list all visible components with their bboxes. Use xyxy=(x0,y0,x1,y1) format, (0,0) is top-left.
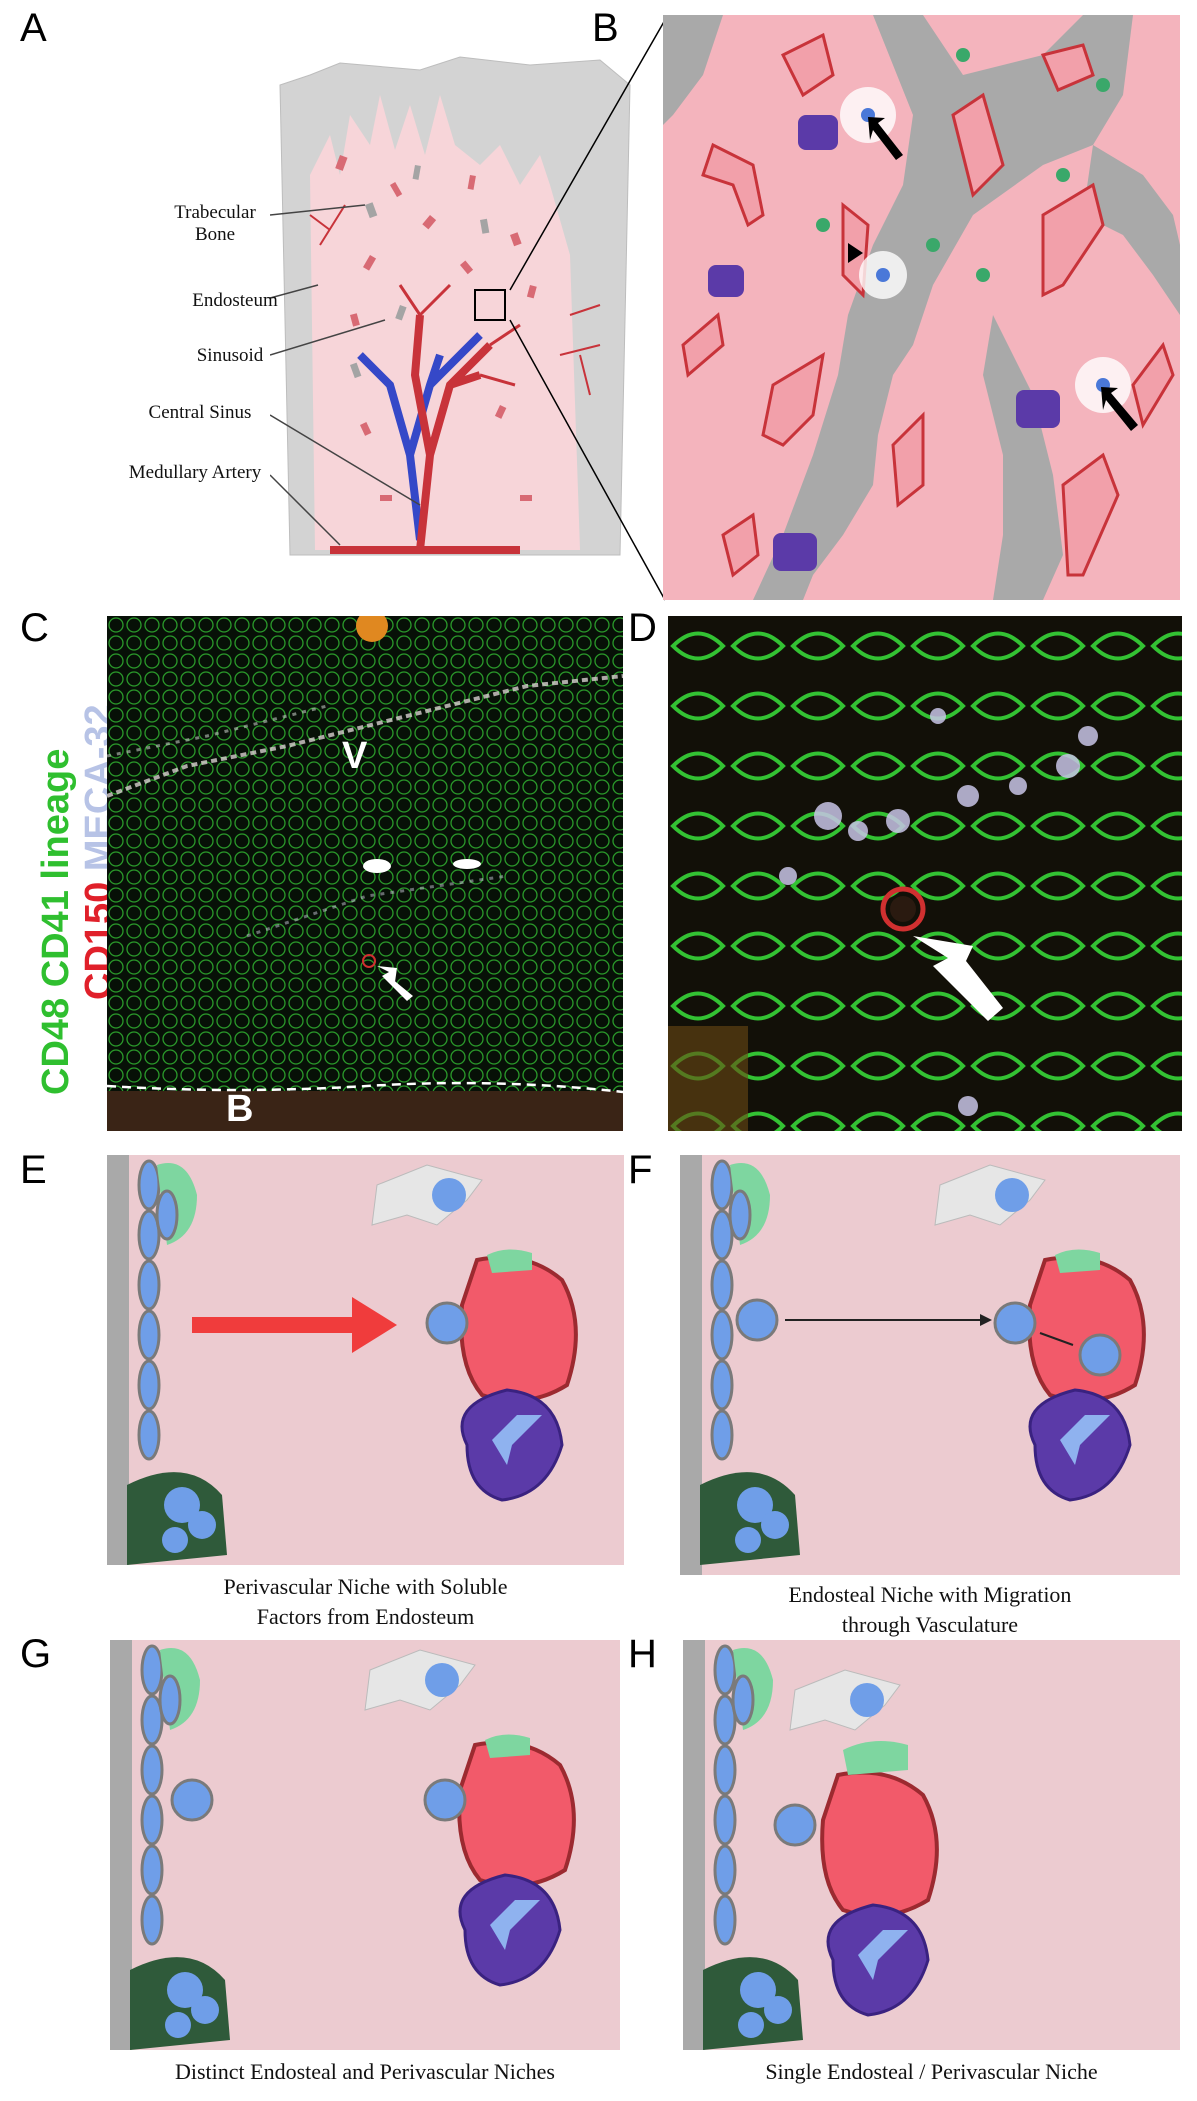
label-endosteum: Endosteum xyxy=(192,290,278,311)
panel-g-letter: G xyxy=(20,1632,52,1676)
stain-cd41: CD41 xyxy=(35,890,77,988)
stain-legend: CD48 CD41 lineage xyxy=(35,749,78,1095)
panel-f-letter: F xyxy=(628,1148,653,1192)
micrograph-d xyxy=(668,616,1182,1131)
bone-b-label: B xyxy=(226,1088,254,1130)
panel-d-letter: D xyxy=(628,606,657,650)
zoom-lines xyxy=(509,19,666,601)
caption-g: Distinct Endosteal and Perivascular Nich… xyxy=(174,2059,555,2084)
label-sinusoid: Sinusoid xyxy=(196,345,264,366)
caption-f: Endosteal Niche with Migration through V… xyxy=(788,1582,1072,1637)
vessel-v-label: V xyxy=(342,735,368,777)
schematic-f xyxy=(680,1155,1180,1575)
schematic-g xyxy=(110,1640,620,2050)
marrow-zoom-diagram xyxy=(663,15,1180,600)
schematic-h xyxy=(683,1640,1180,2050)
caption-h: Single Endosteal / Perivascular Niche xyxy=(765,2059,1098,2084)
label-central-sinus: Central Sinus xyxy=(148,402,252,423)
panel-c-letter: C xyxy=(20,606,49,650)
schematic-e xyxy=(107,1155,624,1565)
stain-lineage: lineage xyxy=(35,748,77,880)
caption-e: Perivascular Niche with Soluble Factors … xyxy=(223,1574,508,1629)
panel-e-letter: E xyxy=(20,1148,47,1192)
panel-h-letter: H xyxy=(628,1632,657,1676)
bone-cross-section-diagram xyxy=(270,56,631,556)
micrograph-c xyxy=(107,616,623,1131)
label-medullary-artery: Medullary Artery xyxy=(128,462,262,483)
panel-a-letter: A xyxy=(20,6,47,50)
label-trabecular-bone: Trabecular Bone xyxy=(174,202,256,245)
panel-b-letter: B xyxy=(592,6,619,50)
stain-cd48: CD48 xyxy=(35,997,77,1095)
